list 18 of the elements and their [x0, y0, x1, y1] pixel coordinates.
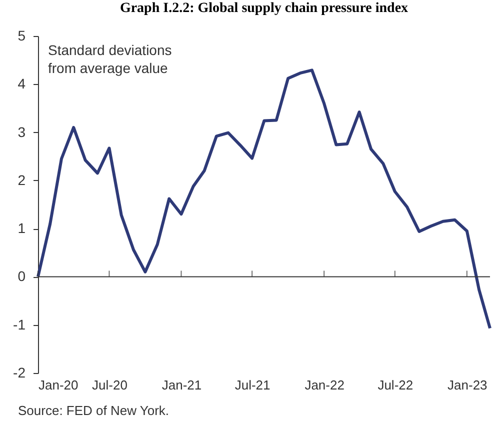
chart-title: Graph I.2.2: Global supply chain pressure index — [120, 1, 408, 16]
y-tick-label: 5 — [18, 28, 26, 44]
x-tick-label: Jan-22 — [304, 378, 344, 392]
y-tick-label: -1 — [13, 316, 26, 332]
y-tick-label: 0 — [18, 268, 26, 284]
x-tick-label: Jul-20 — [92, 378, 128, 392]
y-tick-label: 3 — [18, 124, 26, 140]
x-tick-label: Jul-21 — [234, 378, 270, 392]
x-tick-label: Jan-21 — [162, 378, 202, 392]
x-tick-label: Jan-20 — [38, 378, 78, 392]
y-tick-label: -2 — [13, 364, 26, 380]
x-tick-label: Jul-22 — [378, 378, 414, 392]
y-axis-title: Standard deviations from average value — [48, 42, 172, 76]
y-tick-label: 1 — [18, 220, 26, 236]
source-note: Source: FED of New York. — [18, 403, 170, 418]
y-tick-label: 4 — [18, 76, 26, 92]
x-tick-label: Jan-23 — [448, 378, 488, 392]
y-tick-label: 2 — [18, 172, 26, 188]
